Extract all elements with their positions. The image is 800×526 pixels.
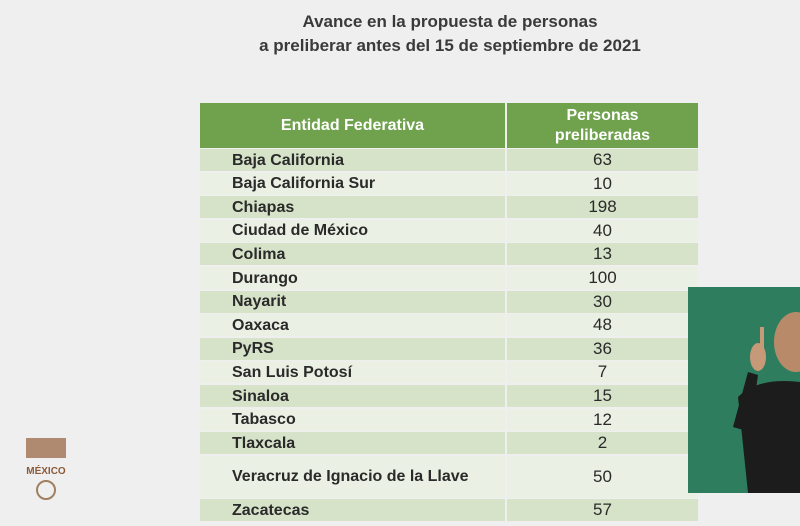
table-cell: 48 [507,314,698,337]
table-cell: 30 [507,290,698,313]
header-cell: Entidad Federativa [200,103,505,148]
table-cell: 100 [507,267,698,289]
table-cell: Colima [200,243,505,266]
cell-text: 7 [597,362,608,382]
table-cell: 50 [507,455,698,498]
table-cell: PyRS [200,337,505,360]
table-cell: 198 [507,196,698,219]
table-cell: Zacatecas [200,499,505,522]
cell-text: 198 [588,197,617,217]
table-cell: 40 [507,219,698,242]
logo-text: MÉXICO [26,464,66,477]
cell-text: Baja California Sur [232,175,376,193]
table-cell: Nayarit [200,290,505,313]
cell-text: 57 [593,500,612,520]
table-cell: 13 [507,243,698,266]
table-cell: Baja California Sur [200,172,505,195]
cell-text: 48 [593,315,612,335]
header-text: Entidad Federativa [280,116,425,134]
cell-text: 63 [593,150,612,169]
cell-text: 100 [588,268,617,287]
logo: MÉXICO [18,430,78,505]
table-cell: 12 [507,408,698,431]
table-cell: Tlaxcala [200,432,505,455]
table-cell: Oaxaca [200,314,505,337]
cell-text: 40 [593,220,612,240]
table-cell: Tabasco [200,408,505,431]
cell-text: Tabasco [232,411,296,429]
cell-text: 36 [593,338,612,358]
cell-text: 30 [593,291,612,311]
cell-text: Tlaxcala [232,434,296,452]
cell-text: PyRS [232,340,274,358]
cell-text: Colima [232,245,286,263]
table-cell: Sinaloa [200,385,505,407]
table-cell: Baja California [200,149,505,171]
interpreter-figure [688,287,800,493]
table-cell: 15 [507,385,698,407]
cell-text: San Luis Potosí [232,363,353,381]
cell-text: Chiapas [232,198,295,216]
cell-text: Durango [232,269,298,287]
table-cell: 2 [507,432,698,455]
cell-text: 15 [593,386,612,405]
cell-text: Baja California [232,151,345,169]
table-cell: 57 [507,499,698,522]
table-cell: Veracruz de Ignacio de la Llave [200,455,505,498]
table-cell: Ciudad de México [200,219,505,242]
cell-text: Nayarit [232,293,287,311]
table-cell: 7 [507,361,698,384]
cell-text: 13 [593,244,612,264]
table-cell: San Luis Potosí [200,361,505,384]
cell-text: 12 [593,409,612,429]
title-line: a preliberar antes del 15 de septiembre … [259,36,641,55]
table-cell: 63 [507,149,698,171]
header-text: Personas preliberadas [554,106,651,144]
table-cell: Durango [200,267,505,289]
table-cell: 36 [507,337,698,360]
table-cell: Chiapas [200,196,505,219]
title-line: Avance en la propuesta de personas [302,12,598,31]
cell-text: 10 [593,173,612,193]
cell-text: 2 [597,433,608,453]
cell-text: Ciudad de México [232,222,369,240]
cell-text: 50 [593,466,612,486]
header-cell: Personas preliberadas [507,103,698,148]
interpreter-video [688,287,800,493]
cell-text: Veracruz de Ignacio de la Llave [232,468,469,486]
cell-text: Zacatecas [232,501,310,519]
logo-graphic: MÉXICO [26,438,66,500]
cell-text: Oaxaca [232,316,289,334]
cell-text: Sinaloa [232,387,289,405]
table-cell: 10 [507,172,698,195]
